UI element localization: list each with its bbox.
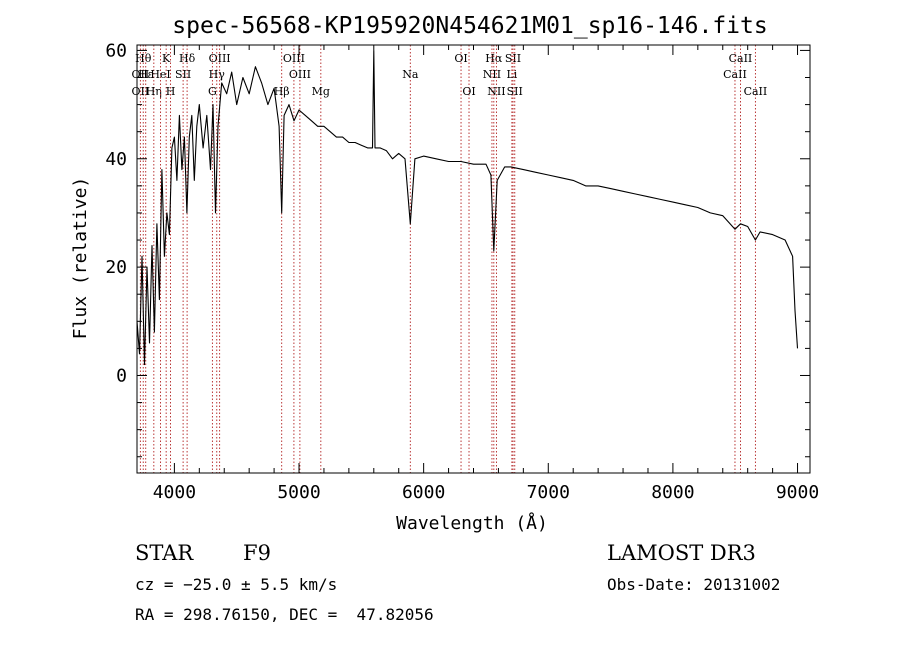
axes: 4000 5000 6000 7000 8000 9000 0 20 40 60	[105, 40, 819, 503]
line-marker-label: SII	[175, 68, 191, 81]
line-marker-label: OI	[462, 85, 475, 98]
x-axis-label: Wavelength (Å)	[396, 512, 548, 534]
line-marker-label: HeI	[150, 68, 170, 81]
line-marker-label: H	[166, 85, 176, 98]
line-marker-label: G	[208, 85, 217, 98]
coordinates: RA = 298.76150, DEC = 47.82056	[135, 605, 434, 624]
line-marker-label: CaII	[729, 52, 753, 65]
x-tick-label: 6000	[402, 482, 445, 503]
x-tick-label: 5000	[277, 482, 320, 503]
line-marker-label: Hη	[146, 85, 162, 98]
obs-date: Obs-Date: 20131002	[607, 575, 780, 594]
line-marker-label: Hθ	[135, 52, 152, 65]
chart-title: spec-56568-KP195920N454621M01_sp16-146.f…	[172, 13, 767, 39]
object-type: STAR	[135, 541, 194, 565]
subclass: F9	[243, 541, 271, 565]
line-marker-label: OII	[132, 68, 150, 81]
line-marker-label: K	[162, 52, 171, 65]
info-block: STAR F9 LAMOST DR3 cz = −25.0 ± 5.5 km/s…	[135, 541, 780, 624]
plot-frame	[136, 44, 811, 474]
line-marker-label: OIII	[283, 52, 305, 65]
line-marker-label: OI	[454, 52, 467, 65]
line-marker-label: SII	[505, 52, 521, 65]
line-marker-label: Hδ	[179, 52, 196, 65]
y-tick-label: 0	[116, 365, 127, 386]
x-tick-label: 9000	[776, 482, 819, 503]
survey-name: LAMOST DR3	[607, 541, 756, 565]
line-marker-label: Na	[402, 68, 419, 81]
line-marker-label: CaII	[723, 68, 747, 81]
line-marker-label: OIII	[209, 52, 231, 65]
line-marker-label: OIII	[289, 68, 311, 81]
line-marker-label: Mg	[312, 85, 330, 98]
line-marker-label: NII	[487, 85, 505, 98]
x-tick-label: 4000	[153, 482, 196, 503]
x-tick-label: 8000	[651, 482, 694, 503]
line-marker-label: SII	[507, 85, 523, 98]
spectrum-line	[136, 49, 799, 366]
y-tick-label: 60	[105, 40, 127, 61]
line-marker-label: Li	[506, 68, 517, 81]
line-marker-label: Hγ	[209, 68, 226, 81]
line-marker-label: NII	[483, 68, 501, 81]
line-marker-label: CaII	[744, 85, 768, 98]
line-marker-label: Hα	[485, 52, 503, 65]
line-marker-label: OII	[132, 85, 150, 98]
y-tick-label: 40	[105, 149, 127, 170]
y-axis-label: Flux (relative)	[70, 177, 91, 340]
spectrum-series	[136, 49, 799, 366]
y-tick-label: 20	[105, 257, 127, 278]
x-tick-label: 7000	[527, 482, 570, 503]
line-marker-label: Hβ	[274, 85, 290, 98]
redshift-text: cz = −25.0 ± 5.5 km/s	[135, 575, 337, 594]
